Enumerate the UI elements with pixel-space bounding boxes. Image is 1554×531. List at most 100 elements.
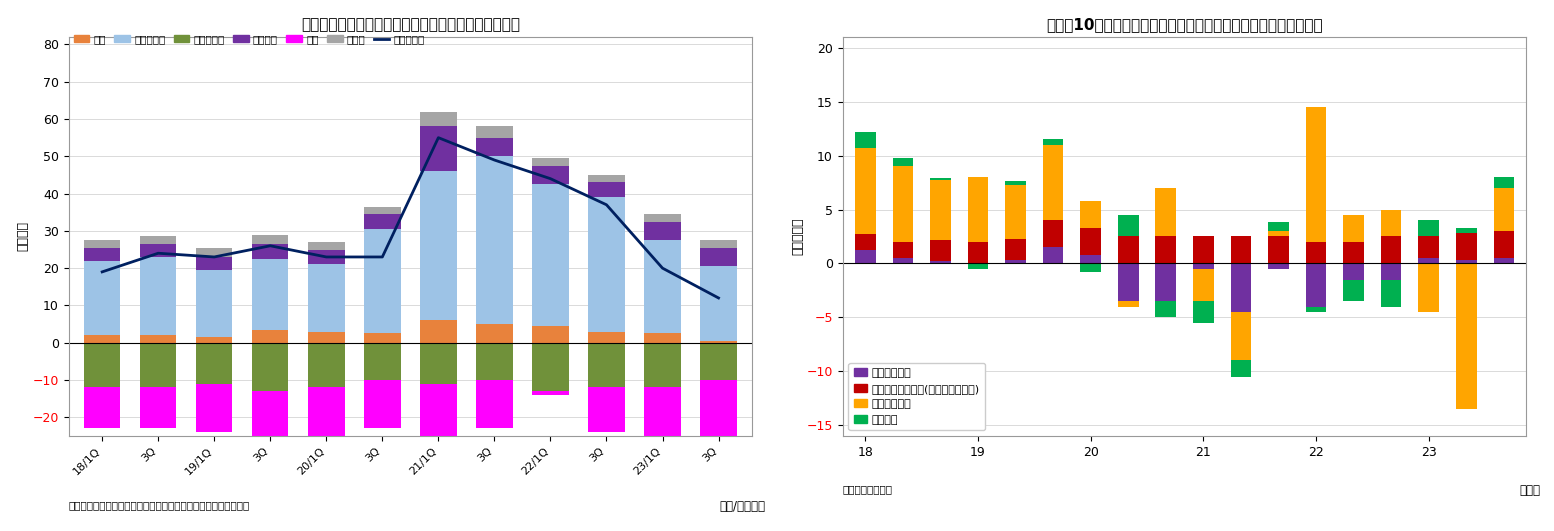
Bar bbox=[1493, 188, 1514, 231]
Bar bbox=[1117, 236, 1139, 263]
Text: （資料）日本銀行: （資料）日本銀行 bbox=[842, 484, 892, 494]
Bar bbox=[1456, 260, 1476, 263]
Bar bbox=[1305, 242, 1327, 263]
Bar bbox=[196, 337, 233, 342]
Bar bbox=[1193, 269, 1214, 301]
金融資産計 bbox=[373, 254, 392, 260]
Bar bbox=[84, 261, 120, 335]
Bar bbox=[1419, 236, 1439, 258]
Bar bbox=[931, 261, 951, 263]
Bar bbox=[645, 240, 681, 333]
Bar bbox=[308, 250, 345, 264]
Bar bbox=[1005, 238, 1026, 260]
Bar bbox=[589, 175, 625, 183]
Bar bbox=[1268, 222, 1288, 231]
Bar bbox=[701, 380, 737, 447]
Bar bbox=[196, 257, 233, 270]
Y-axis label: （兆円）: （兆円） bbox=[17, 221, 30, 252]
Bar bbox=[1305, 306, 1327, 312]
Bar bbox=[1080, 263, 1100, 272]
Bar bbox=[1005, 185, 1026, 238]
金融資産計 bbox=[317, 254, 336, 260]
Bar bbox=[1231, 312, 1251, 361]
Bar bbox=[252, 342, 289, 391]
Bar bbox=[1193, 263, 1214, 269]
Bar bbox=[420, 384, 457, 436]
Bar bbox=[645, 214, 681, 221]
Bar bbox=[1382, 280, 1402, 306]
Bar bbox=[140, 335, 177, 342]
金融資産計 bbox=[597, 202, 615, 208]
Bar bbox=[589, 183, 625, 198]
Bar bbox=[1343, 215, 1364, 242]
Legend: 国債・財投債, 投資信託受益証券(確定拠出年金内), 対外証券投資, 外貨預金: 国債・財投債, 投資信託受益証券(確定拠出年金内), 対外証券投資, 外貨預金 bbox=[848, 363, 985, 430]
Bar bbox=[1493, 231, 1514, 258]
Bar bbox=[1456, 228, 1476, 233]
金融資産計 bbox=[149, 250, 168, 256]
Bar bbox=[931, 239, 951, 261]
Bar bbox=[140, 257, 177, 335]
Bar bbox=[531, 184, 569, 326]
Bar bbox=[701, 240, 737, 247]
Bar bbox=[1305, 263, 1327, 306]
Bar bbox=[364, 214, 401, 229]
Bar bbox=[252, 235, 289, 244]
Bar bbox=[420, 171, 457, 320]
Bar bbox=[1080, 228, 1100, 255]
Bar bbox=[1419, 263, 1439, 312]
Bar bbox=[1117, 215, 1139, 236]
Bar bbox=[1268, 236, 1288, 263]
Title: （図表10）外貨預金・投信（確定拠出年金内）・国債等のフロー: （図表10）外貨預金・投信（確定拠出年金内）・国債等のフロー bbox=[1046, 16, 1322, 32]
Bar bbox=[1117, 301, 1139, 306]
Bar bbox=[892, 258, 914, 263]
Bar bbox=[196, 384, 233, 432]
Bar bbox=[1005, 182, 1026, 185]
Bar bbox=[892, 166, 914, 242]
Bar bbox=[196, 342, 233, 384]
Bar bbox=[701, 266, 737, 341]
Bar bbox=[589, 198, 625, 331]
Bar bbox=[968, 177, 988, 242]
Bar bbox=[589, 388, 625, 432]
Bar bbox=[531, 342, 569, 391]
Title: （図表９）家計資産のフロー（４四半期累計フロー）: （図表９）家計資産のフロー（４四半期累計フロー） bbox=[301, 16, 521, 32]
Bar bbox=[1043, 145, 1063, 220]
Bar bbox=[1343, 242, 1364, 263]
Bar bbox=[1005, 260, 1026, 263]
Bar bbox=[531, 326, 569, 342]
金融資産計 bbox=[261, 243, 280, 249]
Bar bbox=[931, 181, 951, 239]
Text: （年/四半期）: （年/四半期） bbox=[720, 500, 766, 513]
Bar bbox=[196, 247, 233, 257]
Bar bbox=[420, 112, 457, 126]
Bar bbox=[968, 263, 988, 269]
Bar bbox=[308, 331, 345, 342]
Bar bbox=[252, 391, 289, 443]
Bar bbox=[252, 259, 289, 330]
Bar bbox=[308, 264, 345, 331]
Line: 金融資産計: 金融資産計 bbox=[103, 138, 718, 298]
Bar bbox=[1268, 263, 1288, 269]
Bar bbox=[1343, 263, 1364, 280]
金融資産計 bbox=[653, 265, 671, 271]
Bar bbox=[855, 234, 875, 251]
Y-axis label: （千億円）: （千億円） bbox=[791, 218, 803, 255]
Bar bbox=[476, 324, 513, 342]
Bar bbox=[140, 342, 177, 388]
Bar bbox=[645, 388, 681, 451]
Bar bbox=[196, 270, 233, 337]
Bar bbox=[1493, 258, 1514, 263]
Bar bbox=[531, 166, 569, 184]
Bar bbox=[140, 236, 177, 244]
Bar bbox=[1382, 263, 1402, 280]
Bar bbox=[364, 342, 401, 380]
Bar bbox=[1231, 236, 1251, 263]
Bar bbox=[589, 342, 625, 388]
Bar bbox=[252, 330, 289, 342]
Bar bbox=[308, 242, 345, 250]
金融資産計 bbox=[93, 269, 112, 275]
Bar bbox=[1231, 361, 1251, 376]
Bar bbox=[1382, 236, 1402, 263]
Bar bbox=[308, 388, 345, 443]
Bar bbox=[1419, 220, 1439, 236]
